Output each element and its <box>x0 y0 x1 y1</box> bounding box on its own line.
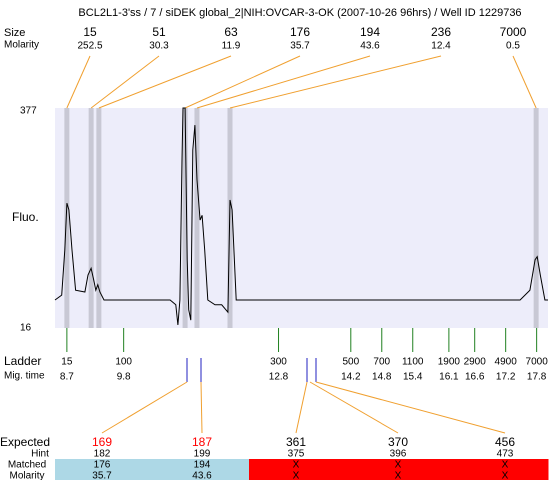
matched-size: X <box>293 460 300 471</box>
peak-molarity: 0.5 <box>506 41 520 52</box>
result-cell <box>451 459 549 480</box>
hint-size: 375 <box>288 449 305 460</box>
matched-molarity: X <box>502 471 509 480</box>
hint-size: 473 <box>497 449 514 460</box>
result-cell <box>249 459 348 480</box>
result-cell <box>55 459 153 480</box>
matched-molarity: X <box>395 471 402 480</box>
peak-size: 194 <box>360 25 380 39</box>
peak-link <box>512 55 537 109</box>
peak-molarity: 30.3 <box>149 41 169 52</box>
expected-link <box>315 381 506 434</box>
ladder-time: 16.1 <box>439 372 459 383</box>
expected-size: 169 <box>92 435 112 449</box>
peak-size: 176 <box>290 25 310 39</box>
ladder-size: 4900 <box>495 357 518 368</box>
expected-label: Expected <box>0 435 50 449</box>
ladder-size: 300 <box>270 357 287 368</box>
peak-link <box>98 55 232 109</box>
result-cell <box>347 459 452 480</box>
hint-size: 182 <box>94 449 111 460</box>
ladder-size: 2900 <box>464 357 487 368</box>
ladder-time: 8.7 <box>60 372 74 383</box>
table-molarity-label: Molarity <box>9 471 44 480</box>
peak-molarity: 35.7 <box>290 41 310 52</box>
peak-molarity: 43.6 <box>360 41 380 52</box>
ladder-size: 700 <box>373 357 390 368</box>
ladder-time: 17.2 <box>496 372 516 383</box>
peak-size: 51 <box>152 25 166 39</box>
trace <box>54 107 548 326</box>
peak-molarity: 12.4 <box>431 41 451 52</box>
expected-size: 370 <box>388 435 408 449</box>
peak-size: 63 <box>224 25 238 39</box>
y-tick-label: 377 <box>20 106 37 117</box>
peak-band <box>64 108 70 328</box>
mig-time-label: Mig. time <box>4 371 45 382</box>
ladder-time: 12.8 <box>269 372 289 383</box>
ladder-time: 15.4 <box>403 372 423 383</box>
peak-link <box>184 55 301 109</box>
ladder-time: 16.6 <box>465 372 485 383</box>
expected-link <box>309 381 399 434</box>
peak-size: 15 <box>83 25 97 39</box>
title: BCL2L1-3'ss / 7 / siDEK global_2|NIH:OVC… <box>78 7 521 19</box>
molarity-label: Molarity <box>4 40 39 51</box>
matched-size: 176 <box>94 460 111 471</box>
ladder-size: 7000 <box>526 357 549 368</box>
matched-molarity: 35.7 <box>92 471 112 480</box>
hint-size: 199 <box>194 449 211 460</box>
ladder-time: 14.2 <box>341 372 361 383</box>
peak-link <box>196 55 371 109</box>
ladder-size: 15 <box>61 357 73 368</box>
ladder-size: 1100 <box>402 357 424 368</box>
plot-area <box>55 108 548 328</box>
expected-link <box>101 381 188 434</box>
y-tick-label: 16 <box>20 323 32 334</box>
peak-band <box>533 108 539 328</box>
peak-link <box>229 55 442 109</box>
expected-link <box>200 381 203 434</box>
peak-size: 7000 <box>500 25 527 39</box>
matched-size: X <box>395 460 402 471</box>
ladder-time: 17.8 <box>527 372 547 383</box>
matched-molarity: 43.6 <box>192 471 212 480</box>
hint-size: 396 <box>390 449 407 460</box>
y-label: Fluo. <box>12 210 39 224</box>
peak-link <box>66 55 91 109</box>
peak-link <box>90 55 160 109</box>
ladder-label: Ladder <box>4 354 41 368</box>
expected-size: 361 <box>286 435 306 449</box>
matched-label: Matched <box>8 460 46 471</box>
matched-molarity: X <box>293 471 300 480</box>
expected-size: 456 <box>495 435 515 449</box>
peak-band <box>194 108 200 328</box>
ladder-time: 9.8 <box>117 372 131 383</box>
hint-label: Hint <box>31 449 49 460</box>
peak-size: 236 <box>431 25 451 39</box>
peak-molarity: 11.9 <box>222 41 241 52</box>
expected-size: 187 <box>192 435 212 449</box>
matched-size: 194 <box>194 460 211 471</box>
result-cell <box>152 459 250 480</box>
ladder-time: 14.8 <box>372 372 392 383</box>
peak-band <box>88 108 94 328</box>
ladder-size: 1900 <box>438 357 461 368</box>
size-label: Size <box>4 27 25 39</box>
ladder-size: 100 <box>115 357 132 368</box>
ladder-size: 500 <box>342 357 359 368</box>
peak-molarity: 252.5 <box>77 41 102 52</box>
expected-link <box>295 381 308 434</box>
peak-band <box>182 108 188 328</box>
peak-band <box>96 108 102 328</box>
matched-size: X <box>502 460 509 471</box>
